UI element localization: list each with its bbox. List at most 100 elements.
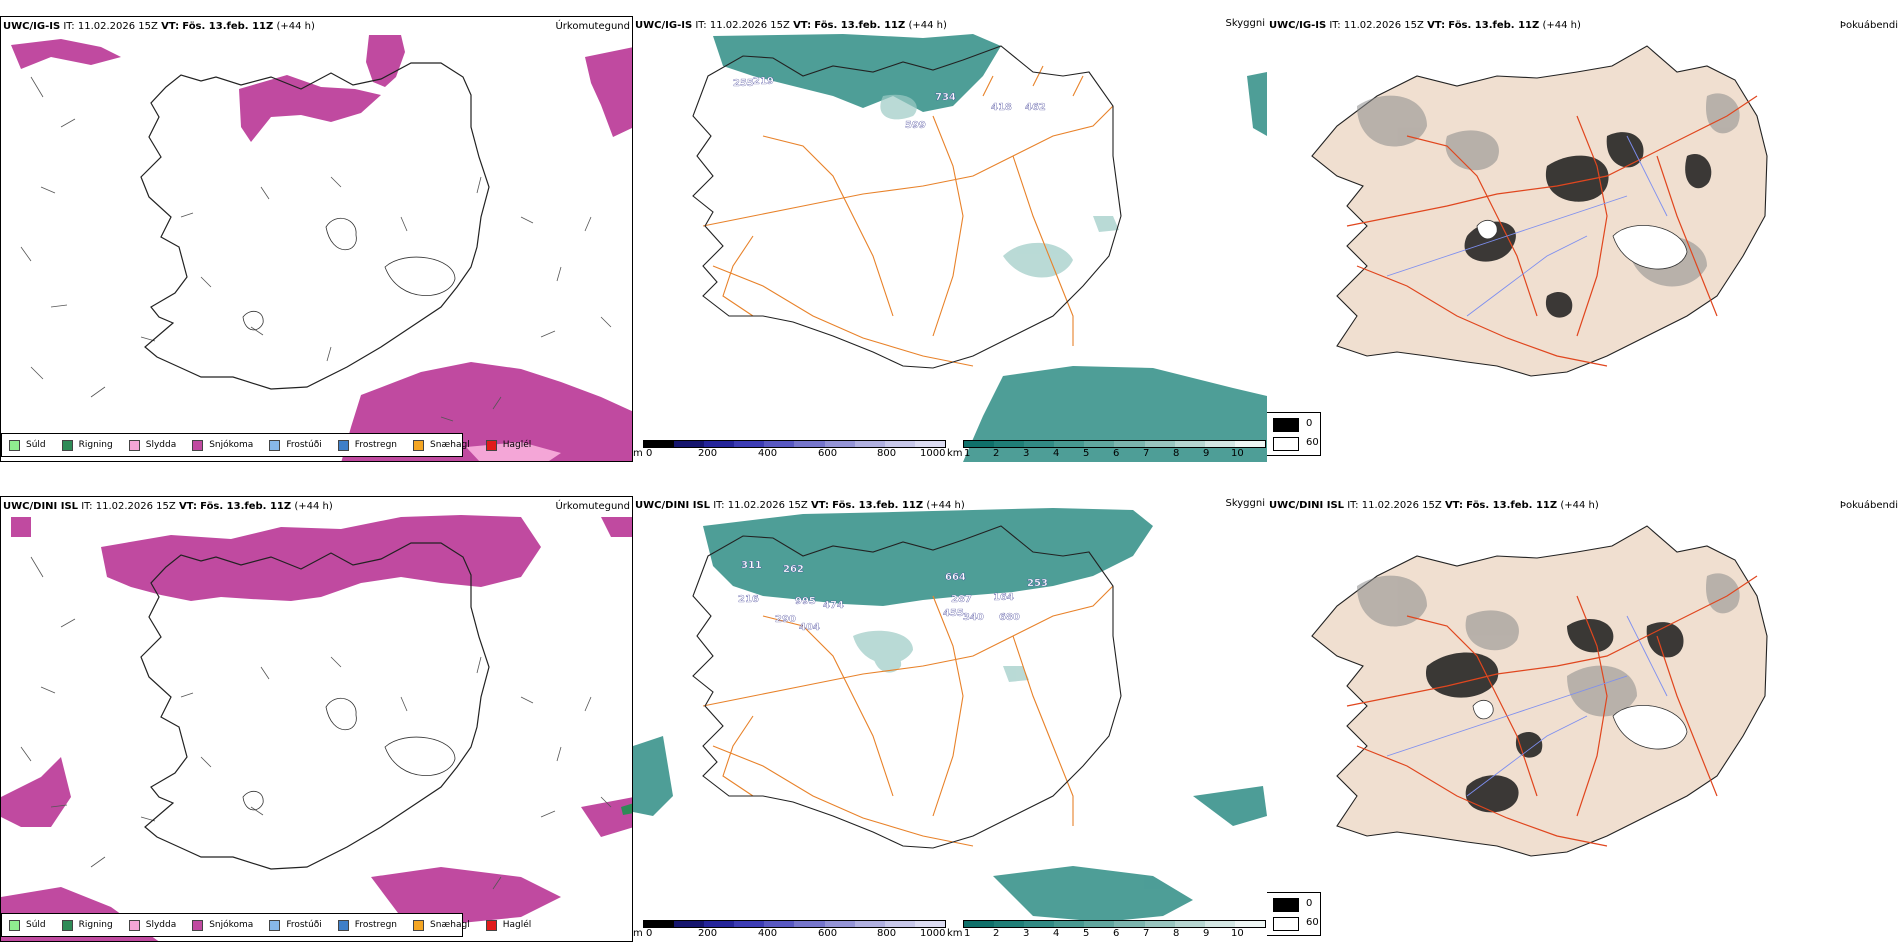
legend-item: Frostúði — [269, 439, 322, 451]
legend-item: Súld — [9, 919, 46, 931]
visibility-unit: km — [947, 928, 963, 939]
colorbar-segment — [1024, 441, 1055, 447]
legend-item: Snæhagl — [413, 439, 470, 451]
colorbar-segment — [794, 921, 825, 927]
panel-header: UWC/DINI ISL IT: 11.02.2026 15Z VT: Fös.… — [635, 500, 965, 512]
legend-swatch — [61, 919, 73, 931]
colorbar-segment — [994, 921, 1025, 927]
precip-value: 734 — [935, 92, 956, 103]
snow-area — [11, 35, 632, 461]
legend-item: Haglél — [485, 439, 531, 451]
model-name: UWC/IG-IS — [1269, 20, 1327, 31]
visibility-tick: 5 — [1083, 928, 1090, 939]
elevation-colorbar: m 0 200 400 600 800 1000 — [633, 436, 946, 460]
panel-title: Skyggni — [1225, 18, 1265, 29]
colorbar-segment — [854, 921, 885, 927]
colorbar-segment — [1114, 441, 1145, 447]
elevation-tick: 1000 — [920, 448, 946, 459]
elevation-tick: 600 — [818, 928, 838, 939]
visibility-tick: 10 — [1231, 928, 1244, 939]
legend-swatch — [192, 439, 204, 451]
it-value: 11.02.2026 15Z — [709, 20, 790, 31]
elevation-tick: 0 — [646, 928, 653, 939]
colorbar-segment — [1054, 921, 1085, 927]
legend-swatch — [269, 919, 281, 931]
precip-value-labels: 255 219 734 599 418 462 — [733, 76, 1046, 131]
fog-colorbox: 0 60 — [1267, 412, 1321, 456]
fog-value-min: 60 — [1306, 437, 1319, 448]
elevation-strip — [643, 440, 946, 448]
visibility-panel-bottom: 311 262 216 995 474 290 404 664 287 164 … — [633, 496, 1267, 942]
colorbar-segment — [964, 441, 995, 447]
precip-value: 262 — [783, 564, 804, 575]
elevation-tick: 400 — [758, 448, 778, 459]
glacier-outlines — [1472, 699, 1688, 750]
colorbar-segment — [914, 921, 945, 927]
legend-swatch — [61, 439, 73, 451]
colorbar-segment — [824, 921, 855, 927]
it-value: 11.02.2026 15Z — [77, 21, 158, 32]
visibility-panel-top: 255 219 734 599 418 462 UWC/IG-IS IT: 11… — [633, 16, 1267, 462]
roads — [1346, 575, 1758, 847]
legend-swatch — [413, 439, 425, 451]
legend-item: Snæhagl — [413, 919, 470, 931]
precip-value: 255 — [733, 78, 754, 89]
colorbar-segment — [914, 441, 945, 447]
precip-value: 253 — [1027, 578, 1048, 589]
precip-type-map-bottom — [1, 515, 632, 941]
rain-area — [621, 803, 632, 815]
fog-value-max: 0 — [1306, 898, 1313, 909]
iceland-outline — [692, 45, 1122, 369]
colorbar-segment — [734, 921, 765, 927]
legend-item: Frostúði — [269, 919, 322, 931]
panel-header: UWC/IG-IS IT: 11.02.2026 15Z VT: Fös. 13… — [1269, 20, 1581, 32]
colorbar-segment — [1234, 441, 1265, 447]
colorbar-segment — [1204, 921, 1235, 927]
visibility-map-top: 255 219 734 599 418 462 — [692, 34, 1267, 462]
lead-time: (+44 h) — [908, 20, 947, 31]
precip-value: 474 — [823, 600, 844, 611]
colorbar-segment — [704, 921, 735, 927]
model-name: UWC/IG-IS — [3, 21, 61, 32]
legend-swatch — [337, 439, 349, 451]
wind-barbs — [20, 556, 612, 890]
colorbar-segment — [734, 441, 765, 447]
fog-map-bottom — [1311, 525, 1768, 857]
elevation-tick: 600 — [818, 448, 838, 459]
precip-value: 219 — [753, 76, 774, 87]
colorbar-segment — [644, 441, 675, 447]
colorbar-segment — [1114, 921, 1145, 927]
colorbar-segment — [674, 441, 705, 447]
legend-item: Rigning — [61, 919, 113, 931]
precip-value-labels: 311 262 216 995 474 290 404 664 287 164 … — [738, 560, 1048, 633]
vt-value: Fös. 13.feb. 11Z — [1448, 20, 1540, 31]
vt-label: VT: — [1427, 20, 1446, 31]
visibility-strip — [963, 920, 1266, 928]
visibility-tick: 9 — [1203, 928, 1210, 939]
precip-value: 664 — [945, 572, 966, 583]
low-visibility-area — [713, 34, 1267, 462]
visibility-tick: 6 — [1113, 928, 1120, 939]
it-label: IT: — [1347, 500, 1359, 511]
legend-swatch — [485, 919, 497, 931]
fog-value-max: 0 — [1306, 418, 1313, 429]
elevation-colorbar: m 0 200 400 600 800 1000 — [633, 916, 946, 940]
elevation-tick: 800 — [877, 448, 897, 459]
fog-map-top — [1311, 45, 1768, 377]
model-name: UWC/DINI ISL — [635, 500, 711, 511]
iceland-land — [1311, 45, 1768, 377]
legend-item: Frostregn — [337, 439, 397, 451]
visibility-tick: 8 — [1173, 928, 1180, 939]
it-value: 11.02.2026 15Z — [1343, 20, 1424, 31]
it-value: 11.02.2026 15Z — [727, 500, 808, 511]
vt-value: Fös. 13.feb. 11Z — [182, 21, 274, 32]
legend-swatch — [9, 439, 20, 451]
precip-value: 287 — [951, 594, 972, 605]
wind-barbs — [20, 76, 612, 450]
colorbar-segment — [1054, 441, 1085, 447]
lead-time: (+44 h) — [1542, 20, 1581, 31]
light-visibility-area — [880, 94, 1119, 278]
visibility-tick: 2 — [993, 448, 1000, 459]
colorbar-segment — [1174, 921, 1205, 927]
precip-value: 290 — [775, 614, 796, 625]
